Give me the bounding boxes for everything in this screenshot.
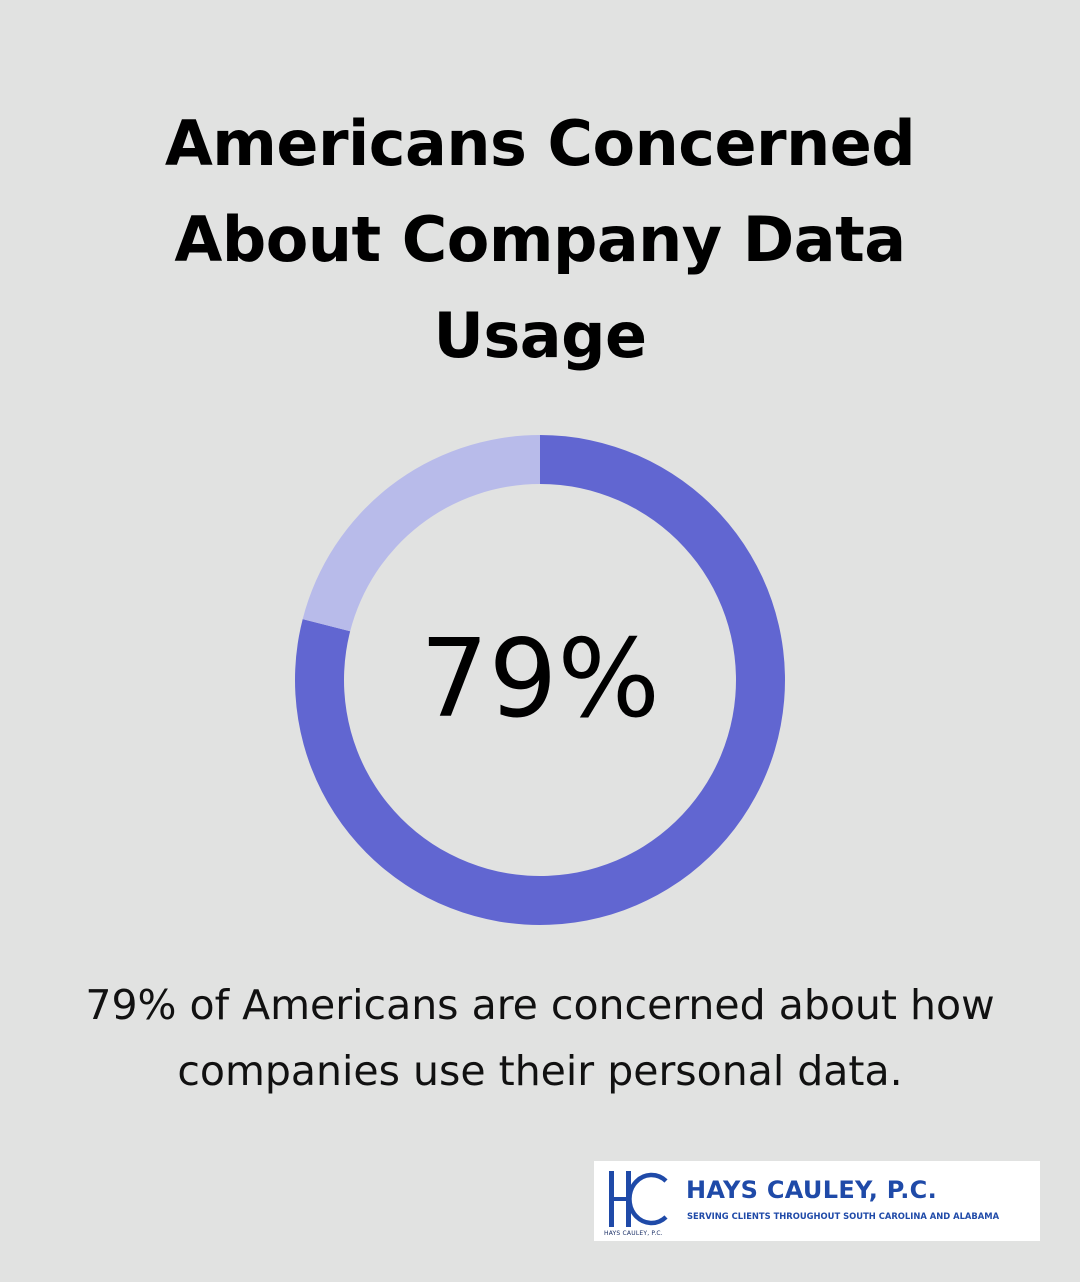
caption-text: 79% of Americans are concerned about how… (85, 981, 995, 1095)
center-percentage-label: 79% (420, 617, 660, 742)
donut-slice-not-concerned (302, 435, 540, 632)
logo-small-name: HAYS CAULEY, P.C. (604, 1230, 663, 1237)
chart-title: Americans Concerned About Company Data U… (164, 107, 916, 372)
donut-chart: 79% (295, 435, 785, 925)
company-logo: HAYS CAULEY, P.C. HAYS CAULEY, P.C. SERV… (594, 1161, 1040, 1241)
logo-firm-name: HAYS CAULEY, P.C. (686, 1176, 938, 1204)
logo-tagline: SERVING CLIENTS THROUGHOUT SOUTH CAROLIN… (687, 1211, 1000, 1221)
hc-monogram-icon (609, 1171, 668, 1227)
